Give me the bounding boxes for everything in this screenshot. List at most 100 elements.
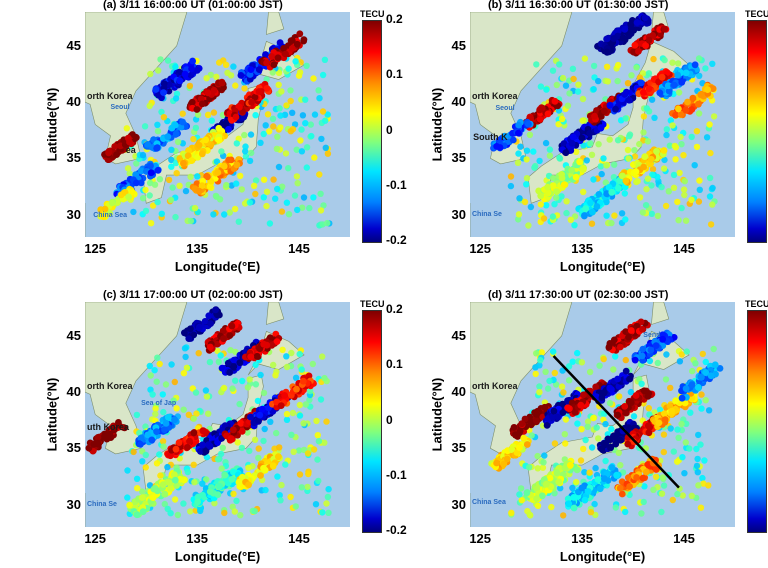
tec-point bbox=[606, 399, 614, 407]
tec-point bbox=[536, 106, 543, 114]
tec-point bbox=[584, 488, 592, 495]
tec-point bbox=[670, 184, 678, 191]
tec-point bbox=[636, 140, 643, 148]
tec-point bbox=[195, 187, 203, 195]
tec-point bbox=[667, 384, 674, 392]
tec-point bbox=[581, 212, 588, 219]
tec-point bbox=[223, 181, 230, 189]
tec-point bbox=[300, 36, 308, 43]
tec-point bbox=[173, 482, 180, 489]
tec-point bbox=[706, 193, 714, 200]
map-area: orth Korea uth Korea Sea of Jap China Se bbox=[85, 302, 350, 527]
tec-point bbox=[598, 445, 606, 453]
tec-point bbox=[622, 508, 629, 516]
tec-point bbox=[567, 216, 574, 223]
tec-point bbox=[695, 110, 703, 117]
tec-point bbox=[619, 34, 627, 42]
tec-point bbox=[321, 439, 328, 446]
tec-point bbox=[556, 154, 563, 161]
tec-point bbox=[537, 192, 545, 200]
tec-point bbox=[693, 143, 701, 151]
tec-point bbox=[605, 343, 613, 351]
tec-point bbox=[273, 145, 281, 152]
tec-point bbox=[537, 357, 544, 364]
tec-point bbox=[614, 411, 622, 419]
tec-point bbox=[262, 51, 269, 58]
tec-point bbox=[296, 350, 303, 358]
tec-point bbox=[598, 394, 606, 401]
tec-point bbox=[562, 416, 570, 423]
tec-point bbox=[283, 363, 291, 371]
tec-point bbox=[304, 483, 311, 491]
tec-point bbox=[251, 436, 259, 443]
tec-point bbox=[672, 397, 680, 404]
tec-point bbox=[164, 57, 172, 64]
tec-point bbox=[254, 397, 262, 405]
tec-point bbox=[193, 410, 200, 417]
tec-point bbox=[612, 105, 619, 113]
tec-point bbox=[152, 410, 159, 418]
tec-point bbox=[551, 490, 558, 497]
tec-point bbox=[293, 40, 301, 48]
tec-point bbox=[247, 131, 255, 138]
y-tick-label: 45 bbox=[451, 37, 466, 53]
place-label: orth Korea bbox=[87, 90, 133, 101]
tec-point bbox=[316, 171, 323, 178]
tec-point bbox=[310, 446, 318, 453]
tec-point bbox=[579, 166, 587, 173]
tec-point bbox=[593, 424, 600, 431]
tec-point bbox=[509, 136, 517, 144]
tec-point bbox=[199, 441, 206, 449]
tec-point bbox=[224, 359, 232, 367]
tec-point bbox=[660, 448, 667, 456]
tec-point bbox=[654, 173, 661, 181]
tec-point bbox=[233, 161, 241, 169]
tec-point bbox=[580, 142, 587, 149]
tec-point bbox=[151, 181, 159, 188]
tec-point bbox=[523, 156, 530, 163]
tec-point bbox=[667, 117, 674, 124]
tec-point bbox=[108, 199, 116, 207]
tec-point bbox=[627, 388, 635, 396]
tec-point bbox=[702, 369, 710, 376]
tec-point bbox=[710, 113, 718, 120]
tec-point bbox=[523, 147, 531, 154]
tec-point bbox=[321, 56, 329, 63]
place-label: China Sea bbox=[93, 212, 128, 220]
tec-point bbox=[650, 486, 657, 493]
tec-point bbox=[205, 312, 213, 320]
tec-point bbox=[527, 419, 535, 426]
tec-point bbox=[683, 348, 690, 355]
tec-point bbox=[608, 219, 615, 227]
tec-point bbox=[113, 151, 120, 159]
tec-point bbox=[232, 377, 239, 384]
tec-point bbox=[686, 445, 693, 452]
tec-point bbox=[100, 213, 107, 221]
tec-point bbox=[660, 410, 668, 418]
tec-point bbox=[633, 19, 641, 26]
tec-point bbox=[242, 148, 249, 155]
tec-point bbox=[669, 59, 676, 66]
tec-point bbox=[569, 65, 577, 72]
place-label: China Se bbox=[87, 501, 117, 509]
tec-point bbox=[269, 115, 277, 123]
tec-point bbox=[213, 340, 221, 348]
tec-point bbox=[560, 140, 568, 147]
tec-point bbox=[614, 137, 622, 144]
tec-point bbox=[218, 364, 226, 372]
tec-point bbox=[124, 467, 131, 474]
tec-point bbox=[191, 204, 199, 212]
tec-point bbox=[263, 59, 270, 67]
tec-point bbox=[676, 169, 683, 177]
tec-point bbox=[202, 136, 210, 144]
tec-point bbox=[622, 115, 629, 122]
tec-point bbox=[534, 452, 541, 460]
tec-point bbox=[678, 351, 685, 358]
tec-point bbox=[241, 131, 248, 139]
tec-point bbox=[584, 418, 592, 425]
tec-point bbox=[258, 405, 266, 413]
tec-point bbox=[544, 385, 552, 392]
tec-point bbox=[275, 81, 282, 89]
tec-point bbox=[667, 425, 674, 432]
tec-point bbox=[588, 220, 596, 227]
